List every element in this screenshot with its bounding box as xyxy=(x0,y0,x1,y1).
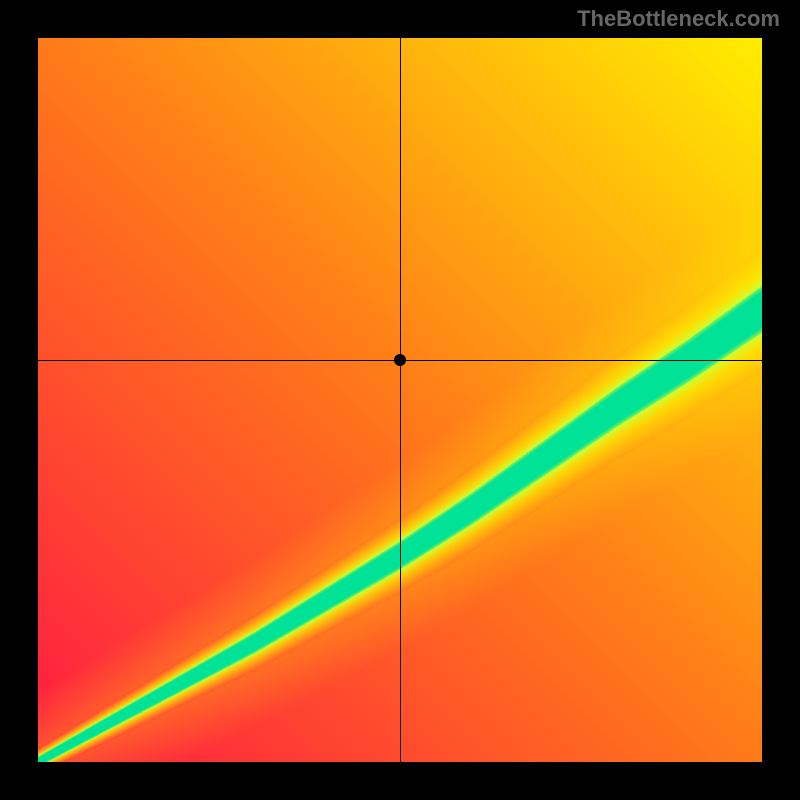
plot-area xyxy=(38,38,762,762)
crosshair-vertical xyxy=(400,38,401,762)
watermark-text: TheBottleneck.com xyxy=(577,6,780,32)
chart-container: TheBottleneck.com xyxy=(0,0,800,800)
crosshair-marker xyxy=(394,354,406,366)
